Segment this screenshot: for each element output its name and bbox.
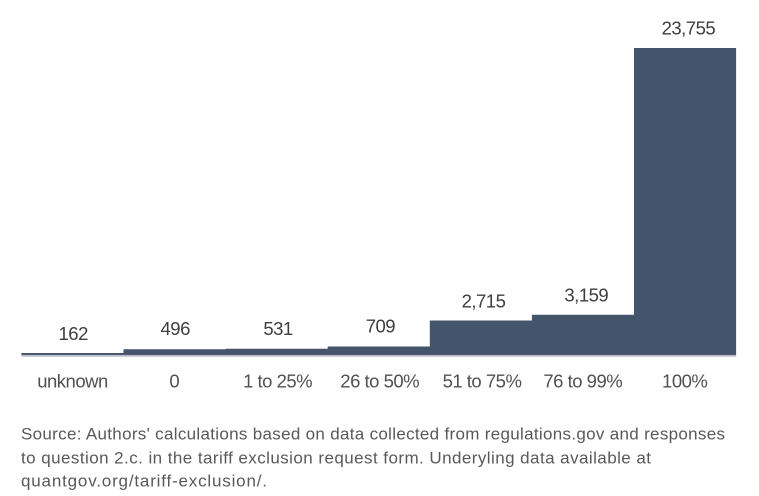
svg-text:to question 2.c. in the tariff: to question 2.c. in the tariff exclusion… <box>21 448 651 467</box>
svg-text:1 to 25%: 1 to 25% <box>243 370 312 391</box>
svg-text:26 to 50%: 26 to 50% <box>340 370 419 391</box>
svg-text:709: 709 <box>366 316 396 337</box>
svg-text:0: 0 <box>169 370 179 391</box>
svg-text:2,715: 2,715 <box>462 290 506 311</box>
svg-text:unknown: unknown <box>37 370 108 391</box>
svg-text:496: 496 <box>161 318 191 339</box>
svg-text:23,755: 23,755 <box>662 18 716 39</box>
svg-text:Source: Authors' calculations: Source: Authors' calculations based on d… <box>21 425 725 444</box>
svg-text:76 to 99%: 76 to 99% <box>543 370 622 391</box>
svg-text:100%: 100% <box>662 370 707 391</box>
svg-text:531: 531 <box>263 318 293 339</box>
svg-text:51 to 75%: 51 to 75% <box>443 370 522 391</box>
svg-text:quantgov.org/tariff-exclusion/: quantgov.org/tariff-exclusion/. <box>21 471 267 490</box>
svg-text:3,159: 3,159 <box>564 285 608 306</box>
svg-text:162: 162 <box>59 323 89 344</box>
